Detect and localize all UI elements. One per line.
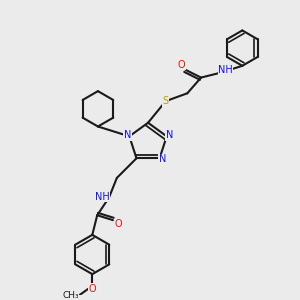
Text: N: N xyxy=(159,154,166,164)
Text: O: O xyxy=(88,284,96,294)
Text: NH: NH xyxy=(218,65,233,75)
Text: O: O xyxy=(178,60,185,70)
Text: N: N xyxy=(124,130,131,140)
Text: S: S xyxy=(163,96,169,106)
Text: O: O xyxy=(114,219,122,229)
Text: N: N xyxy=(166,130,173,140)
Text: CH₃: CH₃ xyxy=(62,291,79,300)
Text: NH: NH xyxy=(95,192,110,202)
